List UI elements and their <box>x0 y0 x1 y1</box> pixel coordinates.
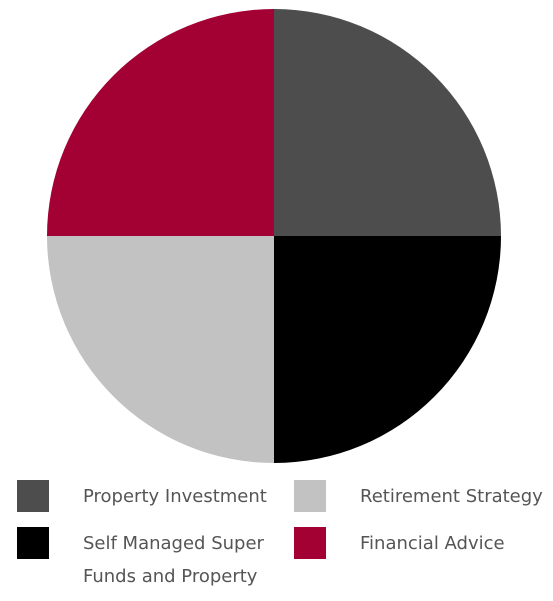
legend-swatch <box>17 480 49 512</box>
legend-label: Property Investment <box>83 486 267 507</box>
legend-label: Retirement Strategy <box>360 486 543 507</box>
pie-slice <box>274 236 501 463</box>
legend-item: Self Managed Super Funds and Property <box>17 527 273 593</box>
pie-chart <box>47 9 501 463</box>
legend-item: Property Investment <box>17 480 273 513</box>
legend-item: Retirement Strategy <box>294 480 550 513</box>
legend-swatch <box>17 527 49 559</box>
legend-swatch <box>294 480 326 512</box>
pie-slice <box>274 9 501 236</box>
legend-label: Financial Advice <box>360 533 505 554</box>
legend-item: Financial Advice <box>294 527 550 560</box>
pie-slice <box>47 9 274 236</box>
legend-swatch <box>294 527 326 559</box>
pie-slice <box>47 236 274 463</box>
legend-label: Self Managed Super Funds and Property <box>83 533 264 587</box>
legend: Property Investment Self Managed Super Fu… <box>0 480 553 601</box>
